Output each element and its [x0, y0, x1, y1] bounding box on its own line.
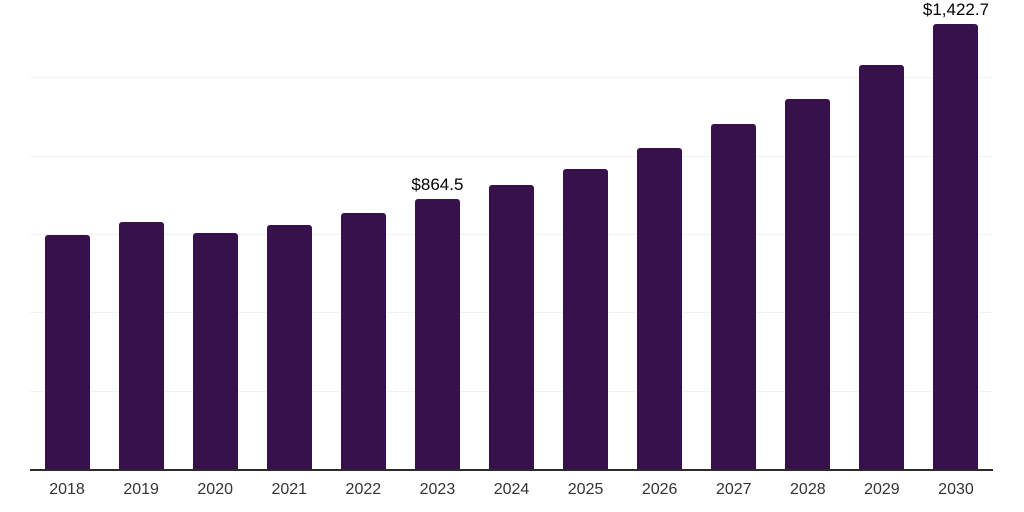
gridline: [30, 155, 993, 157]
x-axis-tick-label: 2029: [864, 481, 900, 498]
bar-value-label: $1,422.7: [922, 0, 990, 20]
x-axis-tick-label: 2019: [123, 481, 159, 498]
bar[interactable]: [711, 124, 757, 470]
gridline: [30, 77, 993, 79]
bar[interactable]: [785, 99, 831, 470]
bar-group: [474, 0, 548, 470]
bar-group: $1,422.7: [919, 0, 993, 470]
bar-group: [178, 0, 252, 470]
bar-group: [623, 0, 697, 470]
bar-group: [30, 0, 104, 470]
bar[interactable]: [489, 184, 534, 470]
bar-group: [549, 0, 623, 470]
bar[interactable]: $864.5: [411, 176, 463, 470]
bar[interactable]: [563, 168, 609, 470]
bar[interactable]: [340, 213, 386, 470]
bar-group: $864.5: [400, 0, 474, 470]
bar-group: [697, 0, 771, 470]
plot-area: $864.5 $1,422.7: [30, 0, 993, 471]
bar-value-label: $864.5: [411, 175, 464, 195]
x-axis-tick-label: 2021: [271, 481, 308, 498]
bars-container: $864.5 $1,422.7: [30, 0, 993, 470]
x-axis-tick-label: 2018: [49, 481, 85, 498]
bar-group: [326, 0, 400, 470]
x-axis-tick-label: 2026: [641, 481, 678, 498]
x-axis-tick-label: 2028: [790, 481, 826, 498]
x-axis-tick-label: 2027: [715, 481, 752, 498]
x-axis-tick-label: 2025: [567, 481, 604, 498]
bar[interactable]: [637, 147, 683, 470]
x-axis-tick-label: 2023: [419, 481, 456, 498]
bar-group: [104, 0, 178, 470]
bar[interactable]: [118, 221, 164, 470]
x-axis-tick-label: 2022: [345, 481, 382, 498]
bar-group: [252, 0, 326, 470]
x-axis-tick-label: 2030: [938, 481, 974, 498]
x-axis-tick-label: 2024: [493, 481, 530, 498]
bar[interactable]: [859, 64, 905, 470]
bar-group: [845, 0, 919, 470]
x-axis-labels: 2018 2019 2020 2021 2022 2023 2024 2025 2026 2027…: [30, 480, 993, 499]
bar[interactable]: [192, 233, 238, 470]
x-axis-tick-label: 2020: [197, 481, 233, 498]
bar-group: [771, 0, 845, 470]
bar[interactable]: $1,422.7: [923, 1, 989, 470]
bar[interactable]: [44, 235, 90, 470]
bar[interactable]: [266, 224, 312, 470]
x-axis-line: [30, 469, 993, 471]
